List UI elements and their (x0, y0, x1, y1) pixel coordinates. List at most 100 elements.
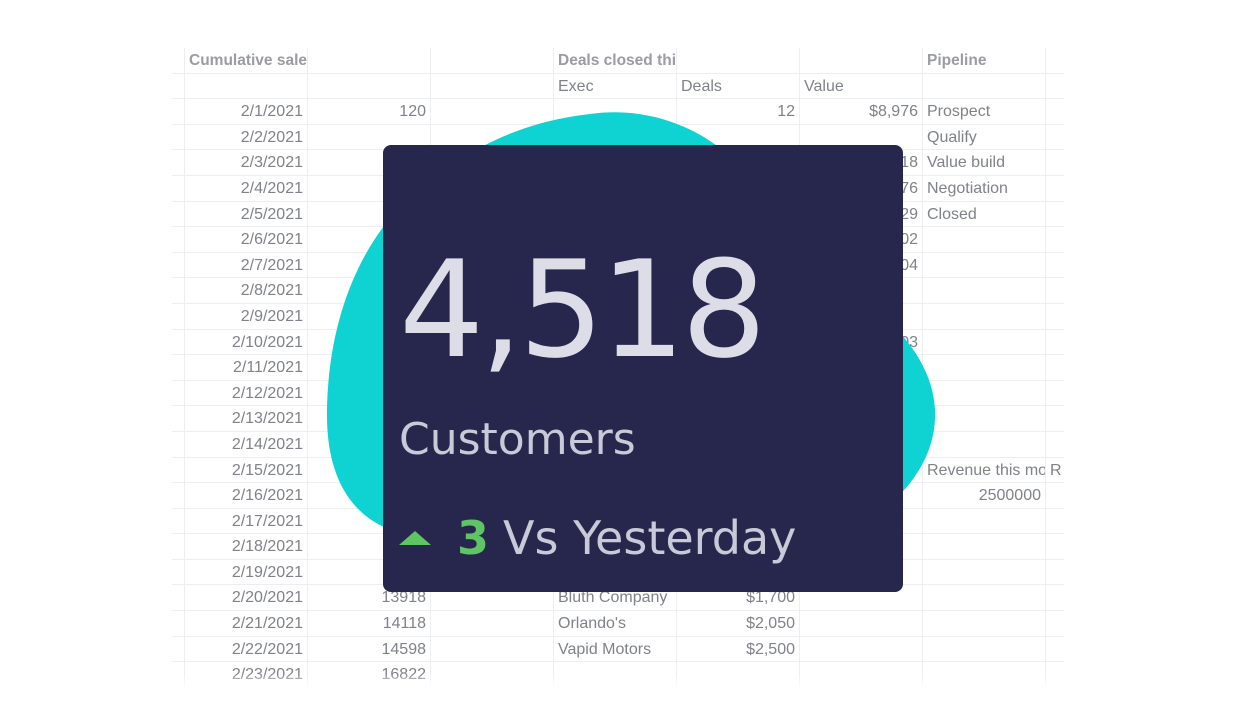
sheet-cell[interactable]: 2500000 (923, 483, 1046, 509)
sheet-cell[interactable] (172, 150, 185, 176)
sheet-cell[interactable]: 2/7/2021 (185, 252, 308, 279)
sheet-cell[interactable] (308, 124, 431, 151)
sheet-cell[interactable]: Orlando's (554, 611, 677, 637)
sheet-cell[interactable] (1046, 483, 1064, 509)
sheet-cell[interactable] (923, 252, 1046, 279)
sheet-cell[interactable]: 2/10/2021 (185, 329, 308, 356)
sheet-cell[interactable]: $1,700 (677, 585, 800, 612)
sheet-cell[interactable]: 2/8/2021 (185, 278, 308, 304)
sheet-cell[interactable] (172, 355, 185, 381)
sheet-cell[interactable] (431, 611, 554, 637)
sheet-cell[interactable] (172, 380, 185, 407)
sheet-cell[interactable]: 14118 (308, 611, 431, 637)
sheet-cell[interactable] (172, 534, 185, 560)
sheet-cell[interactable]: 120 (308, 99, 431, 125)
sheet-cell[interactable] (172, 303, 185, 330)
sheet-cell[interactable] (172, 329, 185, 356)
sheet-cell[interactable]: Bluth Company (554, 585, 677, 612)
sheet-cell[interactable] (800, 585, 923, 612)
sheet-cell[interactable]: 2/12/2021 (185, 380, 308, 407)
sheet-cell[interactable]: 2/17/2021 (185, 508, 308, 535)
sheet-cell[interactable] (172, 636, 185, 663)
sheet-header-cell[interactable] (172, 48, 185, 74)
sheet-cell[interactable] (1046, 99, 1064, 125)
sheet-cell[interactable]: 2/2/2021 (185, 124, 308, 151)
sheet-header-cell[interactable]: Deals closed this month (554, 48, 677, 74)
sheet-cell[interactable] (1046, 304, 1064, 330)
sheet-cell[interactable]: 2/6/2021 (185, 227, 308, 253)
sheet-cell[interactable] (923, 303, 1046, 330)
sheet-header-cell[interactable] (308, 48, 431, 74)
sheet-cell[interactable] (800, 636, 923, 663)
sheet-cell[interactable] (431, 73, 554, 100)
sheet-cell[interactable] (172, 483, 185, 509)
sheet-cell[interactable]: Deals (677, 73, 800, 100)
sheet-cell[interactable] (1046, 585, 1064, 612)
sheet-cell[interactable] (172, 175, 185, 202)
sheet-cell[interactable] (1046, 611, 1064, 637)
sheet-cell[interactable]: Closed (923, 201, 1046, 228)
sheet-header-cell[interactable] (677, 48, 800, 74)
sheet-header-cell[interactable] (431, 48, 554, 74)
sheet-cell[interactable] (1046, 330, 1064, 356)
sheet-cell[interactable]: Exec (554, 73, 677, 100)
sheet-cell[interactable] (172, 406, 185, 432)
sheet-cell[interactable]: 2/14/2021 (185, 431, 308, 458)
sheet-cell[interactable]: Qualify (923, 124, 1046, 151)
sheet-cell[interactable]: $8,976 (800, 99, 923, 125)
sheet-cell[interactable]: 2/1/2021 (185, 99, 308, 125)
sheet-cell[interactable] (1046, 381, 1064, 407)
sheet-cell[interactable] (923, 329, 1046, 356)
sheet-cell[interactable]: 2/4/2021 (185, 175, 308, 202)
sheet-cell[interactable]: 13918 (308, 585, 431, 612)
sheet-cell[interactable]: 2/15/2021 (185, 457, 308, 484)
sheet-cell[interactable]: Vapid Motors (554, 636, 677, 663)
sheet-cell[interactable] (431, 636, 554, 663)
sheet-cell[interactable] (1046, 637, 1064, 663)
sheet-cell[interactable] (172, 457, 185, 484)
sheet-cell[interactable] (1046, 176, 1064, 202)
sheet-cell[interactable]: 14598 (308, 636, 431, 663)
sheet-cell[interactable]: Prospect (923, 99, 1046, 125)
sheet-cell[interactable] (172, 611, 185, 637)
sheet-cell[interactable] (172, 201, 185, 228)
sheet-cell[interactable] (431, 585, 554, 612)
sheet-cell[interactable] (923, 508, 1046, 535)
sheet-cell[interactable]: 2/3/2021 (185, 150, 308, 176)
sheet-cell[interactable] (1046, 509, 1064, 535)
sheet-cell[interactable] (1046, 278, 1064, 304)
sheet-cell[interactable] (923, 73, 1046, 100)
sheet-cell[interactable] (923, 380, 1046, 407)
sheet-cell[interactable] (1046, 202, 1064, 228)
sheet-cell[interactable] (1046, 534, 1064, 560)
sheet-cell[interactable]: 12 (677, 99, 800, 125)
sheet-cell[interactable] (1046, 150, 1064, 176)
sheet-cell[interactable] (308, 73, 431, 100)
sheet-cell[interactable]: 2/19/2021 (185, 559, 308, 586)
sheet-cell[interactable] (172, 278, 185, 304)
sheet-cell[interactable]: 2/11/2021 (185, 355, 308, 381)
sheet-header-cell[interactable] (800, 48, 923, 74)
sheet-cell[interactable] (1046, 227, 1064, 253)
sheet-cell[interactable] (1046, 432, 1064, 458)
sheet-cell[interactable] (172, 252, 185, 279)
sheet-cell[interactable] (923, 227, 1046, 253)
sheet-cell[interactable]: $2,050 (677, 611, 800, 637)
sheet-cell[interactable] (1046, 406, 1064, 432)
sheet-cell[interactable] (172, 99, 185, 125)
sheet-cell[interactable] (1046, 253, 1064, 279)
sheet-cell[interactable]: 2/16/2021 (185, 483, 308, 509)
sheet-cell[interactable] (923, 355, 1046, 381)
sheet-cell[interactable] (923, 585, 1046, 612)
sheet-cell[interactable]: 2/20/2021 (185, 585, 308, 612)
sheet-cell[interactable]: 2/18/2021 (185, 534, 308, 560)
sheet-cell[interactable] (923, 611, 1046, 637)
sheet-cell[interactable] (800, 611, 923, 637)
sheet-cell[interactable] (185, 73, 308, 100)
sheet-cell[interactable]: Negotiation (923, 175, 1046, 202)
sheet-header-cell[interactable]: Cumulative sales this month (185, 48, 308, 74)
sheet-cell[interactable] (923, 534, 1046, 560)
sheet-cell[interactable]: 2/5/2021 (185, 201, 308, 228)
sheet-cell[interactable] (172, 227, 185, 253)
sheet-cell[interactable]: Value (800, 73, 923, 100)
